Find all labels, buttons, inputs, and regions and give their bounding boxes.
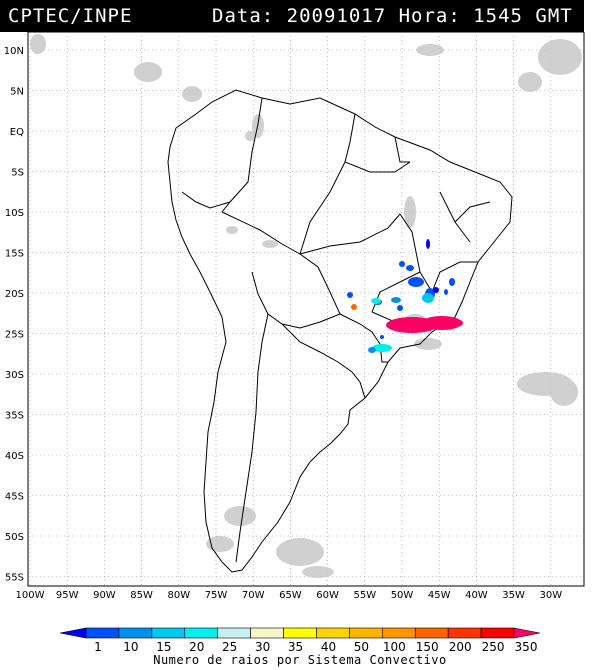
- legend-tick-label: 250: [482, 640, 505, 652]
- axis-labels: 10N 5N EQ 5S 10S 15S 20S 25S 30S 35S 40S 45S 50S 55S 1…: [4, 46, 562, 601]
- legend-swatch: [414, 627, 449, 639]
- longitude-label: 70W: [242, 590, 265, 601]
- legend-swatch: [382, 627, 416, 639]
- legend-tick-label: 10: [123, 640, 138, 652]
- legend-swatch: [118, 627, 153, 639]
- legend-tick-label: 30: [255, 640, 270, 652]
- latitude-label: 25S: [5, 330, 24, 341]
- map-frame: [27, 32, 585, 587]
- legend-swatch: [447, 627, 482, 639]
- coastline: [167, 89, 513, 573]
- longitude-label: 100W: [16, 590, 45, 601]
- map-header: CPTEC/INPE Data: 20091017 Hora: 1545 GMT: [0, 0, 584, 32]
- legend-swatch: [151, 627, 186, 639]
- legend-tick-label: 50: [354, 640, 369, 652]
- convective-systems: [347, 239, 463, 353]
- legend-tick-label: 150: [416, 640, 439, 652]
- longitude-label: 75W: [205, 590, 228, 601]
- cloud-cover: [30, 34, 582, 578]
- legend-swatch: [184, 627, 218, 639]
- legend-tick-label: 15: [156, 640, 171, 652]
- legend-swatch: [316, 627, 350, 639]
- longitude-label: 35W: [502, 590, 525, 601]
- longitude-label: 40W: [465, 590, 488, 601]
- latitude-label: 5N: [10, 87, 24, 98]
- legend-tick-label: 35: [288, 640, 303, 652]
- lightning-map: 10N 5N EQ 5S 10S 15S 20S 25S 30S 35S 40S 45S 50S 55S 1…: [4, 32, 585, 601]
- latitude-label: 10S: [5, 208, 24, 219]
- graticule: [28, 32, 584, 586]
- longitude-label: 90W: [93, 590, 116, 601]
- legend-tick-label: 1: [94, 640, 102, 652]
- longitude-label: 50W: [391, 590, 414, 601]
- longitude-label: 65W: [279, 590, 302, 601]
- latitude-label: 55S: [5, 573, 24, 584]
- legend-swatch: [250, 627, 284, 639]
- legend-tick-label: 20: [189, 640, 204, 652]
- legend-tick-label: 200: [449, 640, 472, 652]
- legend-swatch: [480, 627, 515, 639]
- longitude-label: 80W: [167, 590, 190, 601]
- latitude-label: EQ: [10, 127, 24, 138]
- legend-tick-label: 40: [321, 640, 336, 652]
- legend-title: Numero de raios por Sistema Convectivo: [153, 653, 447, 667]
- latitude-label: 5S: [11, 168, 24, 179]
- latitude-label: 10N: [4, 46, 24, 57]
- latitude-label: 35S: [5, 411, 24, 422]
- source-label: CPTEC/INPE: [8, 5, 133, 27]
- legend-tick-label: 350: [515, 640, 538, 652]
- legend-arrow-low: [59, 627, 87, 639]
- longitude-label: 30W: [539, 590, 562, 601]
- legend-swatch: [85, 627, 120, 639]
- latitude-label: 30S: [5, 370, 24, 381]
- longitude-label: 95W: [56, 590, 79, 601]
- latitude-label: 40S: [5, 451, 24, 462]
- longitude-label: 60W: [316, 590, 339, 601]
- legend-tick-label: 25: [222, 640, 237, 652]
- legend-swatch: [283, 627, 317, 639]
- legend-arrow-high: [513, 627, 541, 639]
- timestamp-label: Data: 20091017 Hora: 1545 GMT: [212, 5, 573, 27]
- latitude-label: 50S: [5, 532, 24, 543]
- legend-swatch: [349, 627, 383, 639]
- longitude-label: 85W: [130, 590, 153, 601]
- latitude-label: 20S: [5, 289, 24, 300]
- latitude-label: 45S: [5, 492, 24, 503]
- legend-tick-label: 100: [383, 640, 406, 652]
- longitude-label: 45W: [428, 590, 451, 601]
- latitude-label: 15S: [5, 249, 24, 260]
- longitude-label: 55W: [353, 590, 376, 601]
- color-legend: 1 10 15 20 25 30 35 40 50 100 150 200 250 350: [59, 627, 541, 652]
- legend-swatch: [217, 627, 251, 639]
